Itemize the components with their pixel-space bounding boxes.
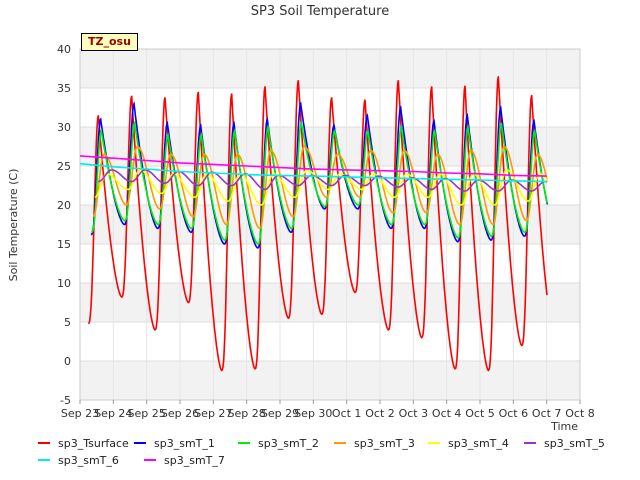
legend-label: sp3_smT_2 — [258, 437, 319, 450]
x-tick-label: Sep 27 — [194, 407, 232, 420]
legend-label: sp3_smT_7 — [164, 454, 225, 467]
series-layer — [79, 76, 549, 372]
legend-label: sp3_smT_5 — [544, 437, 605, 450]
x-tick-label: Sep 23 — [61, 407, 99, 420]
x-tick-label: Oct 6 — [499, 407, 529, 420]
chart-title: SP3 Soil Temperature — [251, 4, 389, 19]
x-axis-title: Time — [550, 420, 578, 433]
x-tick-label: Oct 4 — [432, 407, 462, 420]
x-tick-label: Oct 8 — [565, 407, 595, 420]
series-line-sp3_smT_6 — [79, 162, 547, 183]
x-tick-label: Oct 1 — [332, 407, 362, 420]
series-line-sp3_smT_4 — [94, 169, 549, 206]
x-tick-label: Oct 2 — [365, 407, 395, 420]
x-tick-label: Sep 30 — [294, 407, 332, 420]
y-tick-label: 0 — [64, 355, 71, 368]
legend-label: sp3_smT_3 — [354, 437, 415, 450]
x-tick-label: Oct 5 — [465, 407, 495, 420]
x-tick-label: Oct 7 — [532, 407, 562, 420]
legend: sp3_Tsurface sp3_smT_1 sp3_smT_2 sp3_smT_3 s… — [38, 437, 605, 467]
background-band — [80, 361, 580, 400]
x-tick-label: Sep 26 — [161, 407, 199, 420]
y-tick-label: 40 — [57, 43, 71, 56]
y-tick-label: 35 — [57, 82, 71, 95]
background-band — [80, 283, 580, 322]
y-tick-label: 5 — [64, 316, 71, 329]
legend-label: sp3_smT_4 — [448, 437, 509, 450]
x-tick-label: Sep 24 — [94, 407, 132, 420]
legend-label: sp3_smT_6 — [58, 454, 119, 467]
y-tick-label: 10 — [57, 277, 71, 290]
y-axis-title: Soil Temperature (C) — [7, 169, 20, 282]
y-tick-label: 15 — [57, 238, 71, 251]
x-tick-label: Oct 3 — [399, 407, 429, 420]
y-tick-label: 20 — [57, 199, 71, 212]
series-line-sp3_smT_7 — [79, 155, 547, 177]
legend-label: sp3_Tsurface — [58, 437, 129, 450]
series-line-sp3_smT_5 — [98, 169, 548, 192]
y-tick-label: 25 — [57, 160, 71, 173]
series-line-sp3_smT_3 — [92, 145, 549, 230]
y-tick-label: -5 — [60, 394, 71, 407]
background-band — [80, 49, 580, 88]
y-axis: -5 0 5 10 15 20 25 30 35 40 — [57, 43, 71, 407]
x-tick-label: Sep 28 — [228, 407, 266, 420]
x-tick-label: Sep 29 — [261, 407, 299, 420]
plot-area — [79, 48, 581, 401]
site-label-badge: TZ_osu — [81, 33, 138, 51]
legend-label: sp3_smT_1 — [154, 437, 215, 450]
x-tick-label: Sep 25 — [128, 407, 166, 420]
y-tick-label: 30 — [57, 121, 71, 134]
